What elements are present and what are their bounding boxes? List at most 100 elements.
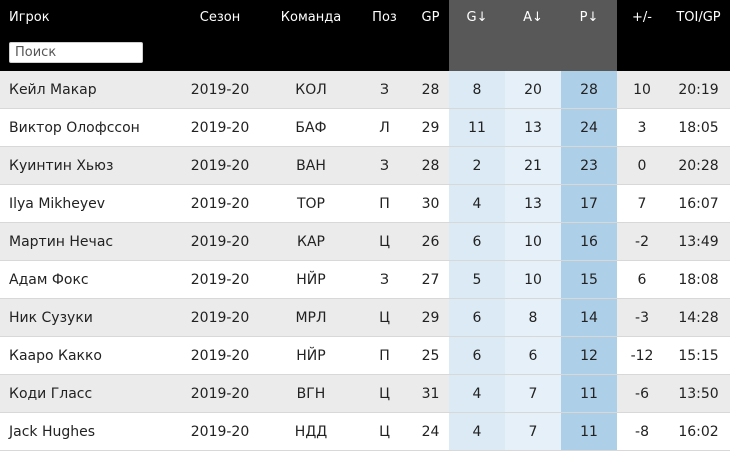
cell-assists: 10 — [505, 260, 561, 299]
cell-gp: 25 — [412, 336, 449, 375]
cell-season: 2019-20 — [175, 184, 265, 223]
column-header-plus-minus[interactable]: +/- — [617, 0, 667, 34]
cell-toi: 20:28 — [667, 146, 730, 185]
cell-player: Виктор Олофссон — [0, 108, 175, 147]
table-row: Ник Сузуки 2019-20 МРЛ Ц 29 6 8 14 -3 14… — [0, 298, 730, 337]
cell-team: КАР — [265, 222, 357, 261]
column-header-pos[interactable]: Поз — [357, 0, 412, 34]
cell-goals: 2 — [449, 146, 505, 185]
cell-team: НЙР — [265, 260, 357, 299]
search-row-spacer — [412, 34, 449, 71]
cell-goals: 4 — [449, 184, 505, 223]
cell-plus-minus: -8 — [617, 412, 667, 451]
column-header-season[interactable]: Сезон — [175, 0, 265, 34]
cell-goals: 4 — [449, 374, 505, 413]
cell-assists: 6 — [505, 336, 561, 375]
column-header-row: Игрок Сезон Команда Поз GP G↓ A↓ P↓ +/- … — [0, 0, 730, 34]
cell-gp: 28 — [412, 71, 449, 109]
cell-plus-minus: -12 — [617, 336, 667, 375]
cell-gp: 30 — [412, 184, 449, 223]
column-header-gp[interactable]: GP — [412, 0, 449, 34]
table-row: Коди Гласс 2019-20 ВГН Ц 31 4 7 11 -6 13… — [0, 374, 730, 413]
cell-goals: 6 — [449, 222, 505, 261]
cell-toi: 15:15 — [667, 336, 730, 375]
table-row: Мартин Нечас 2019-20 КАР Ц 26 6 10 16 -2… — [0, 222, 730, 261]
column-header-toi[interactable]: TOI/GP — [667, 0, 730, 34]
cell-pos: З — [357, 260, 412, 299]
column-header-assists[interactable]: A↓ — [505, 0, 561, 34]
cell-pos: Ц — [357, 222, 412, 261]
cell-toi: 14:28 — [667, 298, 730, 337]
cell-goals: 4 — [449, 412, 505, 451]
cell-points: 11 — [561, 374, 617, 413]
cell-season: 2019-20 — [175, 71, 265, 109]
search-row-spacer — [175, 34, 265, 71]
cell-pos: П — [357, 184, 412, 223]
search-row-spacer — [617, 34, 667, 71]
cell-assists: 13 — [505, 108, 561, 147]
table-row: Кейл Макар 2019-20 КОЛ З 28 8 20 28 10 2… — [0, 71, 730, 109]
cell-player: Адам Фокс — [0, 260, 175, 299]
cell-pos: Л — [357, 108, 412, 147]
cell-points: 16 — [561, 222, 617, 261]
cell-plus-minus: 6 — [617, 260, 667, 299]
column-header-points[interactable]: P↓ — [561, 0, 617, 34]
search-row-spacer — [357, 34, 412, 71]
cell-team: БАФ — [265, 108, 357, 147]
column-header-team[interactable]: Команда — [265, 0, 357, 34]
cell-season: 2019-20 — [175, 260, 265, 299]
cell-plus-minus: -3 — [617, 298, 667, 337]
cell-goals: 5 — [449, 260, 505, 299]
cell-season: 2019-20 — [175, 108, 265, 147]
cell-goals: 6 — [449, 298, 505, 337]
search-row-spacer — [449, 34, 505, 71]
cell-player: Jack Hughes — [0, 412, 175, 451]
search-input[interactable] — [9, 42, 143, 63]
cell-toi: 20:19 — [667, 71, 730, 109]
cell-plus-minus: 3 — [617, 108, 667, 147]
table-row: Куинтин Хьюз 2019-20 ВАН З 28 2 21 23 0 … — [0, 146, 730, 185]
table-body: Кейл Макар 2019-20 КОЛ З 28 8 20 28 10 2… — [0, 71, 730, 451]
cell-player: Куинтин Хьюз — [0, 146, 175, 185]
cell-team: НЙР — [265, 336, 357, 375]
cell-season: 2019-20 — [175, 336, 265, 375]
cell-plus-minus: -6 — [617, 374, 667, 413]
cell-season: 2019-20 — [175, 222, 265, 261]
cell-toi: 13:50 — [667, 374, 730, 413]
cell-gp: 24 — [412, 412, 449, 451]
cell-pos: З — [357, 71, 412, 109]
table-row: Кааро Какко 2019-20 НЙР П 25 6 6 12 -12 … — [0, 336, 730, 375]
cell-pos: Ц — [357, 374, 412, 413]
cell-assists: 7 — [505, 412, 561, 451]
cell-player: Ilya Mikheyev — [0, 184, 175, 223]
cell-player: Кааро Какко — [0, 336, 175, 375]
cell-points: 15 — [561, 260, 617, 299]
cell-team: КОЛ — [265, 71, 357, 109]
cell-goals: 11 — [449, 108, 505, 147]
cell-plus-minus: -2 — [617, 222, 667, 261]
cell-pos: П — [357, 336, 412, 375]
cell-team: ВАН — [265, 146, 357, 185]
cell-assists: 8 — [505, 298, 561, 337]
cell-assists: 13 — [505, 184, 561, 223]
search-row-spacer — [265, 34, 357, 71]
cell-team: ТОР — [265, 184, 357, 223]
search-cell — [0, 34, 175, 71]
column-header-player[interactable]: Игрок — [0, 0, 175, 34]
cell-gp: 28 — [412, 146, 449, 185]
cell-plus-minus: 7 — [617, 184, 667, 223]
column-header-goals[interactable]: G↓ — [449, 0, 505, 34]
cell-toi: 18:08 — [667, 260, 730, 299]
cell-player: Мартин Нечас — [0, 222, 175, 261]
table-row: Виктор Олофссон 2019-20 БАФ Л 29 11 13 2… — [0, 108, 730, 147]
cell-points: 23 — [561, 146, 617, 185]
cell-season: 2019-20 — [175, 146, 265, 185]
cell-season: 2019-20 — [175, 412, 265, 451]
cell-toi: 13:49 — [667, 222, 730, 261]
search-row-spacer — [667, 34, 730, 71]
cell-season: 2019-20 — [175, 298, 265, 337]
cell-toi: 16:07 — [667, 184, 730, 223]
cell-player: Кейл Макар — [0, 71, 175, 109]
cell-pos: Ц — [357, 412, 412, 451]
